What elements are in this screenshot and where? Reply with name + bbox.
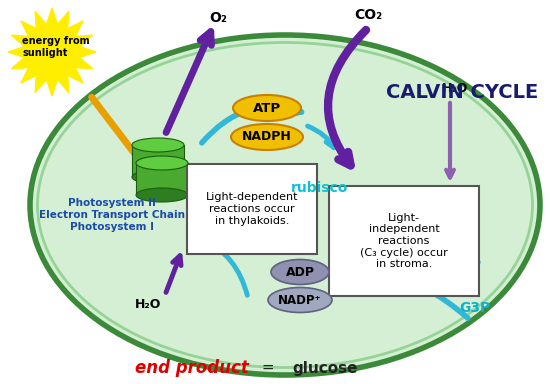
Text: NADP⁺: NADP⁺ [278, 293, 322, 306]
FancyBboxPatch shape [187, 164, 317, 254]
Text: Light-
independent
reactions
(C₃ cycle) occur
in stroma.: Light- independent reactions (C₃ cycle) … [360, 213, 448, 269]
Text: CALVIN CYCLE: CALVIN CYCLE [386, 83, 538, 101]
Ellipse shape [231, 124, 303, 150]
Ellipse shape [30, 35, 540, 375]
Polygon shape [8, 8, 96, 96]
Text: energy from
sunlight: energy from sunlight [22, 36, 90, 58]
Text: ATP: ATP [253, 101, 281, 114]
Ellipse shape [132, 170, 184, 184]
Ellipse shape [268, 288, 332, 313]
Text: G3P: G3P [459, 301, 491, 315]
Bar [132, 145, 184, 177]
Text: Light-dependent
reactions occur
in thylakoids.: Light-dependent reactions occur in thyla… [206, 192, 298, 226]
Ellipse shape [132, 138, 184, 152]
FancyBboxPatch shape [329, 186, 479, 296]
Text: NADPH: NADPH [242, 131, 292, 144]
Text: H₂O: H₂O [135, 298, 161, 311]
Text: =: = [257, 361, 279, 376]
Bar [136, 163, 188, 195]
Text: O₂: O₂ [209, 11, 227, 25]
Text: H₂O: H₂O [442, 81, 468, 94]
Ellipse shape [136, 156, 188, 170]
Text: rubisco: rubisco [292, 181, 349, 195]
Ellipse shape [136, 188, 188, 202]
Ellipse shape [271, 260, 329, 285]
Text: end product: end product [135, 359, 249, 377]
Text: CO₂: CO₂ [354, 8, 382, 22]
Text: Photosystem II
Electron Transport Chain
Photosystem I: Photosystem II Electron Transport Chain … [39, 199, 185, 232]
Text: ADP: ADP [285, 265, 315, 278]
Ellipse shape [233, 95, 301, 121]
Text: glucose: glucose [292, 361, 358, 376]
